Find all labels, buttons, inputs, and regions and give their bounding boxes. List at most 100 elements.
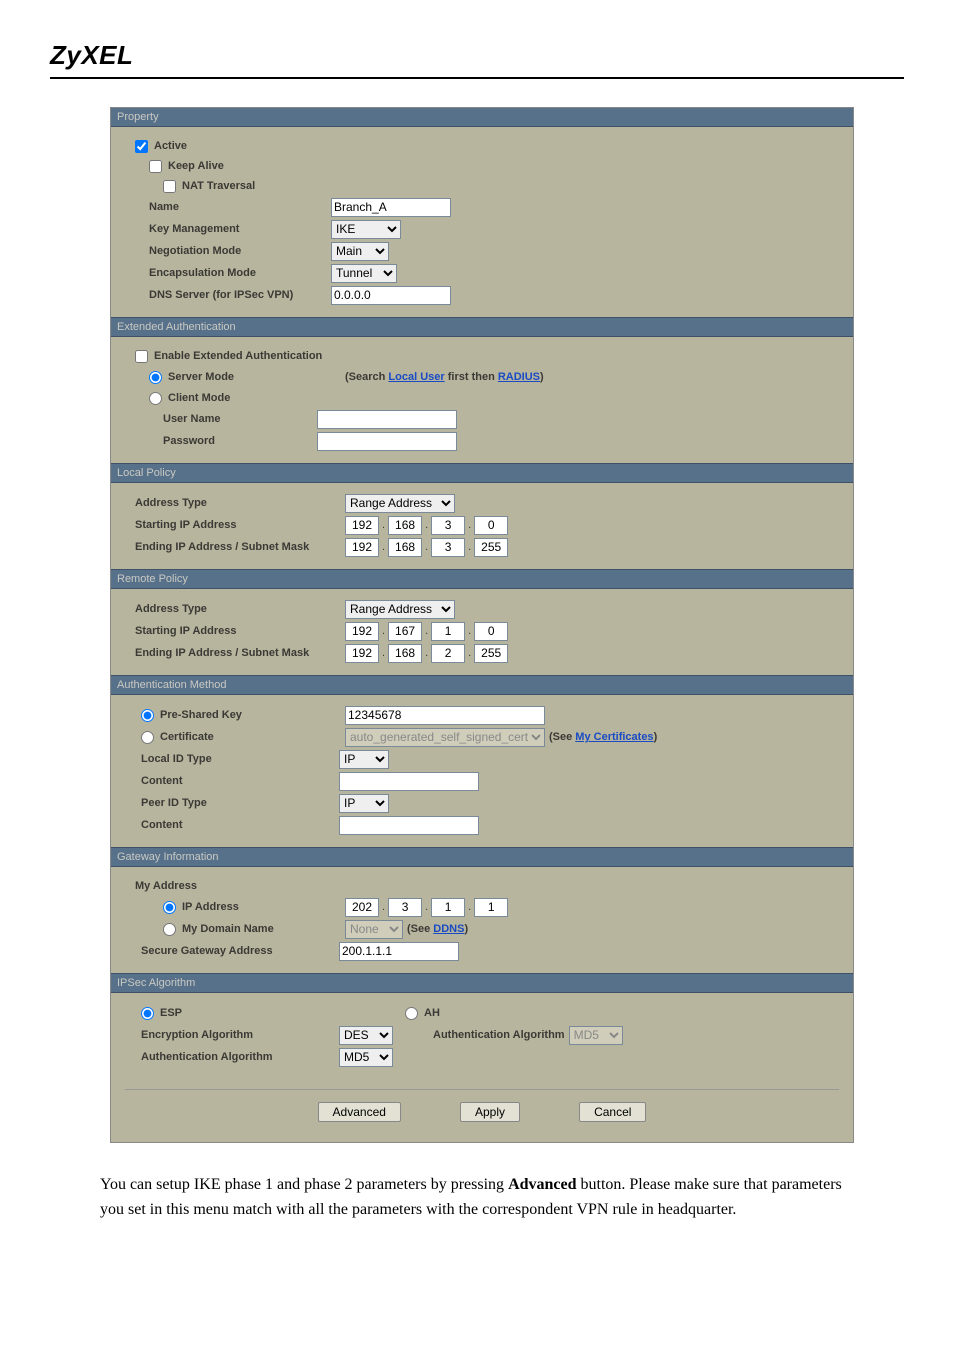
- cert-radio[interactable]: [141, 731, 154, 744]
- local-endip-oct3[interactable]: [431, 538, 465, 557]
- remote-startip-oct1[interactable]: [345, 622, 379, 641]
- ddns-suffix: ): [464, 923, 468, 935]
- local-user-link[interactable]: Local User: [388, 371, 444, 383]
- active-label: Active: [154, 140, 187, 152]
- remote-startip-oct3[interactable]: [431, 622, 465, 641]
- clientmode-radio[interactable]: [149, 392, 162, 405]
- negmode-label: Negotiation Mode: [135, 245, 331, 257]
- name-label: Name: [135, 201, 331, 213]
- gw-ip-oct3[interactable]: [431, 898, 465, 917]
- psk-label: Pre-Shared Key: [160, 709, 242, 721]
- psk-radio[interactable]: [141, 709, 154, 722]
- password-row: Password: [135, 431, 837, 451]
- servermode-row: Server Mode (Search Local User first the…: [135, 367, 837, 387]
- cert-note-suffix: ): [654, 731, 658, 743]
- local-endip-oct1[interactable]: [345, 538, 379, 557]
- cert-note-prefix: (See: [549, 731, 575, 743]
- negmode-select[interactable]: Main: [331, 242, 389, 261]
- remote-endip-oct3[interactable]: [431, 644, 465, 663]
- my-certificates-link[interactable]: My Certificates: [575, 731, 653, 743]
- local-startip-oct1[interactable]: [345, 516, 379, 535]
- encapmode-label: Encapsulation Mode: [135, 267, 331, 279]
- section-header-remotepolicy: Remote Policy: [111, 569, 853, 589]
- remote-startip-oct2[interactable]: [388, 622, 422, 641]
- peeridtype-label: Peer ID Type: [135, 797, 339, 809]
- localidtype-row: Local ID Type IP: [135, 749, 837, 769]
- ah-authalgo-select[interactable]: MD5: [569, 1026, 623, 1045]
- name-row: Name: [135, 197, 837, 217]
- ip-dot: .: [379, 541, 388, 553]
- psk-input[interactable]: [345, 706, 545, 725]
- ip-dot: .: [465, 901, 474, 913]
- cert-select[interactable]: auto_generated_self_signed_cert: [345, 728, 545, 747]
- gw-domain-select[interactable]: None: [345, 920, 403, 939]
- nattraversal-checkbox[interactable]: [163, 180, 176, 193]
- local-endip-oct4[interactable]: [474, 538, 508, 557]
- section-header-localpolicy: Local Policy: [111, 463, 853, 483]
- advanced-button[interactable]: Advanced: [318, 1102, 401, 1122]
- keepalive-row: Keep Alive: [135, 157, 837, 175]
- active-checkbox[interactable]: [135, 140, 148, 153]
- localpolicy-body: Address Type Range Address Starting IP A…: [111, 483, 853, 569]
- cancel-button[interactable]: Cancel: [579, 1102, 646, 1122]
- cert-label: Certificate: [160, 731, 214, 743]
- nattraversal-label: NAT Traversal: [182, 180, 255, 192]
- username-input[interactable]: [317, 410, 457, 429]
- ddns-link[interactable]: DDNS: [433, 923, 464, 935]
- encapmode-select[interactable]: Tunnel: [331, 264, 397, 283]
- name-input[interactable]: [331, 198, 451, 217]
- authalgo-select[interactable]: MD5: [339, 1048, 393, 1067]
- remote-addrtype-select[interactable]: Range Address: [345, 600, 455, 619]
- keymgmt-select[interactable]: IKE: [331, 220, 401, 239]
- ip-dot: .: [422, 647, 431, 659]
- peeridtype-select[interactable]: IP: [339, 794, 389, 813]
- remote-startip-oct4[interactable]: [474, 622, 508, 641]
- gw-ip-oct4[interactable]: [474, 898, 508, 917]
- ah-radio[interactable]: [405, 1007, 418, 1020]
- esp-label: ESP: [160, 1007, 182, 1019]
- remote-addrtype-label: Address Type: [135, 603, 345, 615]
- peercontent-input[interactable]: [339, 816, 479, 835]
- localidtype-select[interactable]: IP: [339, 750, 389, 769]
- local-startip-oct4[interactable]: [474, 516, 508, 535]
- remote-endip-oct2[interactable]: [388, 644, 422, 663]
- gw-ip-radio[interactable]: [163, 901, 176, 914]
- extauth-body: Enable Extended Authentication Server Mo…: [111, 337, 853, 463]
- securegw-input[interactable]: [339, 942, 459, 961]
- gw-ip-oct1[interactable]: [345, 898, 379, 917]
- local-startip-oct3[interactable]: [431, 516, 465, 535]
- password-input[interactable]: [317, 432, 457, 451]
- esp-radio[interactable]: [141, 1007, 154, 1020]
- remote-endip-oct1[interactable]: [345, 644, 379, 663]
- remote-endip-oct4[interactable]: [474, 644, 508, 663]
- keymgmt-row: Key Management IKE: [135, 219, 837, 239]
- ipsec-body: ESP AH Encryption Algorithm DES Authenti…: [111, 993, 853, 1079]
- dns-input[interactable]: [331, 286, 451, 305]
- gw-domain-label: My Domain Name: [182, 923, 274, 935]
- servermode-radio[interactable]: [149, 371, 162, 384]
- enable-extauth-checkbox[interactable]: [135, 350, 148, 363]
- remote-endip-label: Ending IP Address / Subnet Mask: [135, 647, 345, 659]
- remote-startip-label: Starting IP Address: [135, 625, 345, 637]
- encalgo-select[interactable]: DES: [339, 1026, 393, 1045]
- local-endip-row: Ending IP Address / Subnet Mask ...: [135, 537, 837, 557]
- gateway-body: My Address IP Address ... My Domain Name…: [111, 867, 853, 973]
- localcontent-input[interactable]: [339, 772, 479, 791]
- negmode-row: Negotiation Mode Main: [135, 241, 837, 261]
- local-endip-oct2[interactable]: [388, 538, 422, 557]
- username-label: User Name: [135, 413, 317, 425]
- gw-ip-oct2[interactable]: [388, 898, 422, 917]
- encalgo-label: Encryption Algorithm: [135, 1029, 339, 1041]
- note-prefix: (Search: [345, 371, 388, 383]
- apply-button[interactable]: Apply: [460, 1102, 520, 1122]
- nattraversal-row: NAT Traversal: [135, 177, 837, 195]
- section-header-extauth: Extended Authentication: [111, 317, 853, 337]
- local-addrtype-select[interactable]: Range Address: [345, 494, 455, 513]
- local-addrtype-label: Address Type: [135, 497, 345, 509]
- local-startip-oct2[interactable]: [388, 516, 422, 535]
- gw-ip-label: IP Address: [182, 901, 239, 913]
- gw-domain-note: (See DDNS): [407, 923, 468, 935]
- keepalive-checkbox[interactable]: [149, 160, 162, 173]
- gw-domain-radio[interactable]: [163, 923, 176, 936]
- radius-link[interactable]: RADIUS: [498, 371, 540, 383]
